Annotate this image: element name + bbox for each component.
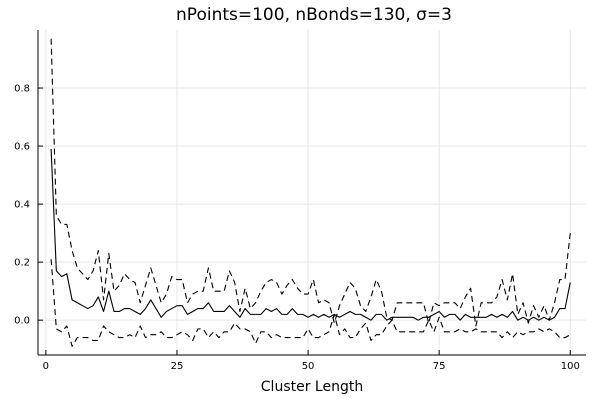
lower-dashed-line: [50, 259, 571, 347]
x-tick-label-4: 100: [561, 361, 580, 372]
x-tick-label-2: 50: [302, 361, 315, 372]
grid: [38, 30, 586, 355]
upper-dashed-line: [50, 38, 571, 327]
axes: [37, 30, 586, 356]
tick-labels: 0 25 50 75 100 0.0 0.2 0.4 0.6 0.8: [14, 84, 580, 372]
y-tick-label-4: 0.8: [14, 84, 30, 95]
x-axis-label: Cluster Length: [261, 379, 363, 395]
y-tick-label-1: 0.2: [14, 258, 30, 269]
chart-title: nPoints=100, nBonds=130, σ=3: [176, 5, 452, 25]
x-tick-label-3: 75: [433, 361, 446, 372]
x-tick-label-1: 25: [171, 361, 184, 372]
y-tick-label-3: 0.6: [14, 142, 30, 153]
y-tick-label-0: 0.0: [14, 316, 30, 327]
mean-line: [50, 148, 571, 321]
y-tick-label-2: 0.4: [14, 200, 30, 211]
x-tick-label-0: 0: [43, 361, 49, 372]
series-group: [50, 38, 571, 347]
